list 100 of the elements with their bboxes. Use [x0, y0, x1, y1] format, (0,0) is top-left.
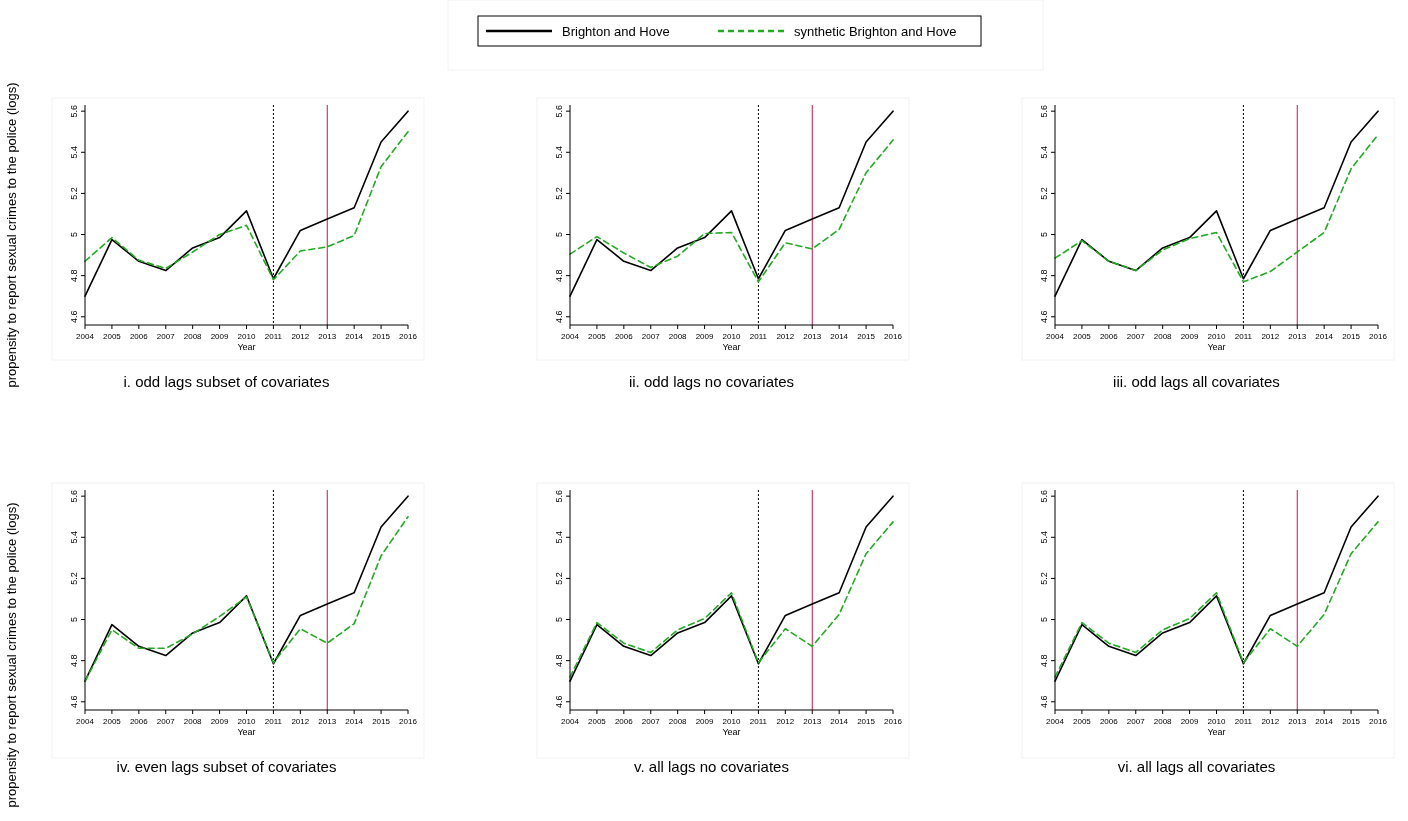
x-tick-label: 2007 [641, 332, 661, 341]
x-tick-label: 2013 [1288, 332, 1307, 341]
x-tick-label: 2009 [695, 717, 715, 726]
x-tick-label: 2004 [561, 332, 580, 341]
x-tick-label: 2012 [776, 717, 795, 726]
y-tick-label: 5 [69, 617, 79, 623]
x-tick-label: 2009 [1180, 332, 1200, 341]
y-tick-label: 5.6 [69, 104, 79, 118]
x-tick-label: 2012 [1261, 717, 1280, 726]
x-tick-label: 2006 [1099, 332, 1119, 341]
y-tick-label: 5.6 [554, 489, 564, 503]
y-tick-label: 5 [69, 232, 79, 238]
x-tick-label: 2010 [1207, 717, 1226, 726]
x-tick-label: 2011 [264, 332, 283, 341]
x-tick-label: 2011 [264, 717, 283, 726]
x-tick-label: 2006 [129, 717, 149, 726]
x-tick-label: 2004 [76, 717, 95, 726]
text: iii. odd lags all covariates [1113, 373, 1280, 390]
y-tick-label: 4.8 [1039, 654, 1049, 667]
x-tick-label: 2014 [345, 332, 364, 341]
x-tick-label: 2013 [803, 332, 822, 341]
y-tick-label: 4.6 [1039, 695, 1049, 709]
x-tick-label: 2008 [183, 332, 203, 341]
x-tick-label: 2014 [1315, 717, 1334, 726]
x-tick-label: 2014 [345, 717, 364, 726]
x-tick-label: 2010 [237, 717, 256, 726]
x-tick-label: 2009 [1180, 717, 1200, 726]
x-tick-label: 2007 [156, 332, 176, 341]
y-tick-label: 5 [1039, 617, 1049, 623]
y-tick-label: 4.8 [1039, 269, 1049, 282]
x-tick-label: 2009 [210, 332, 230, 341]
x-tick-label: 2004 [1046, 332, 1065, 341]
x-tick-label: 2007 [1126, 332, 1146, 341]
y-tick-label: 5.4 [69, 146, 79, 159]
y-tick-label: 5.6 [69, 489, 79, 503]
x-tick-label: 2008 [183, 717, 203, 726]
x-tick-label: 2011 [749, 332, 768, 341]
x-tick-label: 2008 [668, 717, 688, 726]
x-tick-label: 2005 [103, 717, 122, 726]
x-tick-label: 2016 [399, 717, 418, 726]
y-tick-label: 4.6 [69, 695, 79, 709]
x-tick-label: 2005 [1073, 332, 1092, 341]
x-tick-label: 2010 [1207, 332, 1226, 341]
x-tick-label: 2015 [857, 717, 876, 726]
x-tick-label: 2005 [588, 332, 607, 341]
y-tick-label: 5.2 [554, 187, 564, 200]
x-tick-label: 2011 [749, 717, 768, 726]
x-tick-label: 2012 [776, 332, 795, 341]
x-tick-label: 2006 [1099, 717, 1119, 726]
x-tick-label: 2014 [1315, 332, 1334, 341]
y-tick-label: 4.6 [554, 310, 564, 324]
x-tick-label: 2006 [129, 332, 149, 341]
x-tick-label: 2012 [291, 332, 310, 341]
x-tick-label: 2016 [884, 717, 903, 726]
x-axis-title: Year [1207, 727, 1226, 737]
x-tick-label: 2016 [399, 332, 418, 341]
line-series [1054, 521, 1379, 678]
x-tick-label: 2010 [237, 332, 256, 341]
x-tick-label: 2006 [614, 332, 634, 341]
y-tick-label: 5.2 [1039, 187, 1049, 200]
y-tick-label: 5.4 [554, 531, 564, 544]
x-tick-label: 2012 [291, 717, 310, 726]
x-axis-title: Year [1207, 342, 1226, 352]
x-axis-title: Year [237, 727, 256, 737]
y-tick-label: 4.6 [554, 695, 564, 709]
x-axis-title: Year [722, 342, 741, 352]
y-tick-label: 4.6 [69, 310, 79, 324]
x-tick-label: 2015 [1342, 717, 1361, 726]
y-tick-label: 5.4 [1039, 531, 1049, 544]
x-tick-label: 2011 [1234, 717, 1253, 726]
x-tick-label: 2015 [1342, 332, 1361, 341]
x-tick-label: 2012 [1261, 332, 1280, 341]
y-tick-label: 5.4 [1039, 146, 1049, 159]
text: iv. even lags subset of covariates [116, 758, 337, 775]
y-tick-label: 4.6 [1039, 310, 1049, 324]
y-tick-label: 4.8 [554, 269, 564, 282]
y-tick-label: 5 [554, 232, 564, 238]
x-tick-label: 2008 [668, 332, 688, 341]
text: Brighton and Hove [562, 24, 670, 39]
y-tick-label: 5.2 [554, 572, 564, 585]
x-axis-title: Year [722, 727, 741, 737]
x-tick-label: 2011 [1234, 332, 1253, 341]
x-tick-label: 2008 [1153, 717, 1173, 726]
text: i. odd lags subset of covariates [123, 373, 330, 390]
y-tick-label: 5.4 [554, 146, 564, 159]
x-tick-label: 2005 [588, 717, 607, 726]
x-tick-label: 2014 [830, 332, 849, 341]
x-tick-label: 2016 [1369, 717, 1388, 726]
x-tick-label: 2007 [1126, 717, 1146, 726]
text: ii. odd lags no covariates [628, 373, 795, 390]
y-tick-label: 5 [554, 617, 564, 623]
x-tick-label: 2006 [614, 717, 634, 726]
text: v. all lags no covariates [634, 758, 789, 775]
x-tick-label: 2013 [318, 332, 337, 341]
x-tick-label: 2010 [722, 332, 741, 341]
x-tick-label: 2013 [1288, 717, 1307, 726]
y-axis-title: propensity to report sexual crimes to the police (logs) [4, 502, 19, 808]
y-tick-label: 5.2 [1039, 572, 1049, 585]
line-series [569, 139, 894, 283]
x-tick-label: 2009 [695, 332, 715, 341]
